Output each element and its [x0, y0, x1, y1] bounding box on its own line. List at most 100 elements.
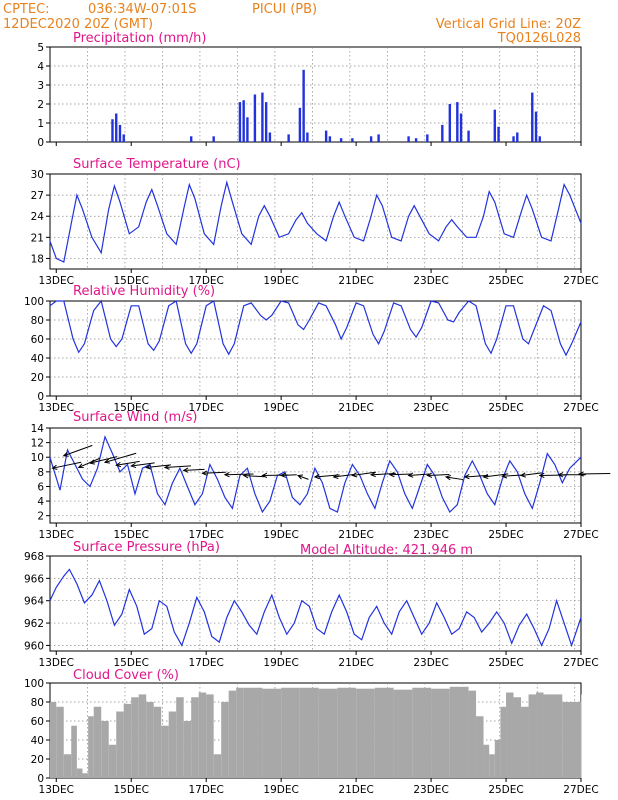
- wind-arrow-shaft: [104, 452, 137, 463]
- precip-bar: [189, 136, 193, 142]
- cloud-bar: [528, 694, 537, 778]
- cloud-bar: [262, 688, 282, 778]
- cloud-bar: [243, 687, 263, 778]
- precip-bar: [467, 130, 470, 142]
- header-init-time: 12DEC2020 20Z (GMT): [3, 17, 153, 32]
- wind-arrow-shaft: [281, 474, 297, 476]
- temp-ytick-label: 21: [31, 232, 44, 244]
- precip-ytick-label: 3: [37, 80, 44, 92]
- precip-bar: [531, 92, 534, 142]
- cloud-xtick-label: 25DEC: [488, 784, 523, 796]
- wind-ytick-label: 12: [31, 438, 44, 450]
- cloud-ytick-label: 60: [31, 716, 44, 728]
- panel-temp: 18 21 24 27 30 13DEC 15DEC 17DEC 19DEC 21DEC 23DEC…: [31, 157, 599, 287]
- precip-bar: [538, 136, 541, 142]
- wind-arrow: [201, 470, 226, 476]
- temp-ytick-label: 18: [31, 253, 44, 265]
- precip-bar: [306, 132, 309, 142]
- wind-arrow: [296, 474, 309, 480]
- precip-bar: [111, 119, 114, 142]
- wind-arrow-head: [426, 472, 433, 478]
- precip-bar: [493, 109, 496, 142]
- precip-bar: [238, 102, 242, 142]
- wind-ytick-label: 4: [37, 496, 44, 508]
- wind-arrow-shaft: [89, 456, 118, 464]
- precip-bar: [534, 111, 538, 142]
- wind-xtick-label: 13DEC: [39, 529, 74, 541]
- wind-arrow: [351, 471, 376, 478]
- precip-bar: [264, 102, 268, 142]
- temp-xtick-label: 13DEC: [39, 275, 74, 287]
- panel-cloud: 0 20 40 60 80 100 13DEC 15DEC 17DEC 19DEC 21DEC 23D…: [24, 668, 599, 796]
- rh-ytick-label: 0: [37, 391, 44, 403]
- pressure-line: [49, 568, 582, 648]
- precip-ytick-label: 0: [37, 137, 44, 149]
- wind-arrow-shaft: [63, 444, 93, 457]
- header-source: CPTEC:: [3, 2, 50, 17]
- pressure-title: Surface Pressure (hPa): [73, 540, 220, 555]
- precip-bar: [298, 107, 302, 142]
- wind-arrow-head: [77, 463, 84, 469]
- wind-arrow-shaft: [445, 476, 464, 481]
- cloud-bar: [431, 688, 450, 778]
- rh-xtick-label: 25DEC: [488, 402, 523, 414]
- header-station: PICUI (PB): [252, 2, 317, 17]
- wind-arrow-shaft: [520, 472, 542, 476]
- cloud-ytick-label: 20: [31, 754, 44, 766]
- wind-xtick-label: 27DEC: [563, 529, 598, 541]
- cloud-bar: [356, 688, 375, 778]
- wind-arrow-head: [223, 472, 230, 478]
- wind-arrow-shaft: [243, 475, 265, 478]
- precip-bar: [512, 136, 515, 142]
- cloud-bar: [153, 706, 162, 778]
- wind-arrow-head: [482, 473, 489, 480]
- wind-arrow-head: [279, 472, 286, 478]
- cloud-xtick-label: 15DEC: [114, 784, 149, 796]
- rh-ytick-label: 20: [31, 372, 44, 384]
- cloud-xtick-label: 21DEC: [338, 784, 373, 796]
- cloud-bar: [494, 740, 501, 778]
- pressure-xtick-label: 13DEC: [39, 657, 74, 669]
- precip-bar: [448, 104, 452, 142]
- cloud-bar: [131, 697, 139, 778]
- wind-arrow-head: [145, 464, 152, 470]
- wind-title: Surface Wind (m/s): [73, 410, 197, 425]
- wind-arrow-shaft: [131, 462, 155, 467]
- wind-arrow: [182, 467, 205, 473]
- temp-xtick-label: 15DEC: [114, 275, 149, 287]
- pressure-ytick-label: 968: [24, 551, 44, 563]
- precip-bar: [328, 136, 332, 142]
- pressure-frame: [49, 555, 582, 652]
- rh-xtick-label: 21DEC: [338, 402, 373, 414]
- cloud-bar: [489, 754, 495, 778]
- header-model-code: TQ0126L028: [497, 31, 581, 46]
- wind-arrow: [62, 444, 93, 457]
- wind-arrow-head: [463, 474, 470, 480]
- cloud-bar: [138, 694, 147, 778]
- cloud-bar: [176, 697, 184, 778]
- cloud-bar: [206, 694, 214, 778]
- wind-arrow-head: [332, 473, 339, 480]
- wind-arrow: [482, 473, 509, 480]
- wind-arrow-head: [130, 462, 137, 469]
- wind-arrow-shaft: [146, 464, 171, 468]
- cloud-bar: [168, 711, 177, 778]
- cloud-bar: [183, 721, 192, 778]
- wind-arrow-head: [88, 459, 95, 465]
- cloud-bar: [318, 688, 338, 778]
- precip-ytick-label: 5: [37, 42, 44, 54]
- cloud-ytick-label: 40: [31, 735, 44, 747]
- precip-bar: [414, 138, 418, 142]
- precip-bar: [459, 113, 463, 142]
- precip-bar: [377, 134, 380, 142]
- wind-arrow-shaft: [408, 473, 430, 476]
- temp-xtick-label: 17DEC: [188, 275, 223, 287]
- precip-bar: [268, 132, 272, 142]
- pressure-ytick-label: 966: [24, 573, 44, 585]
- cloud-bar: [63, 754, 72, 778]
- precip-ytick-label: 1: [37, 118, 44, 130]
- header-coords: 036:34W-07:01S: [88, 2, 196, 17]
- precip-ytick-label: 4: [37, 61, 44, 73]
